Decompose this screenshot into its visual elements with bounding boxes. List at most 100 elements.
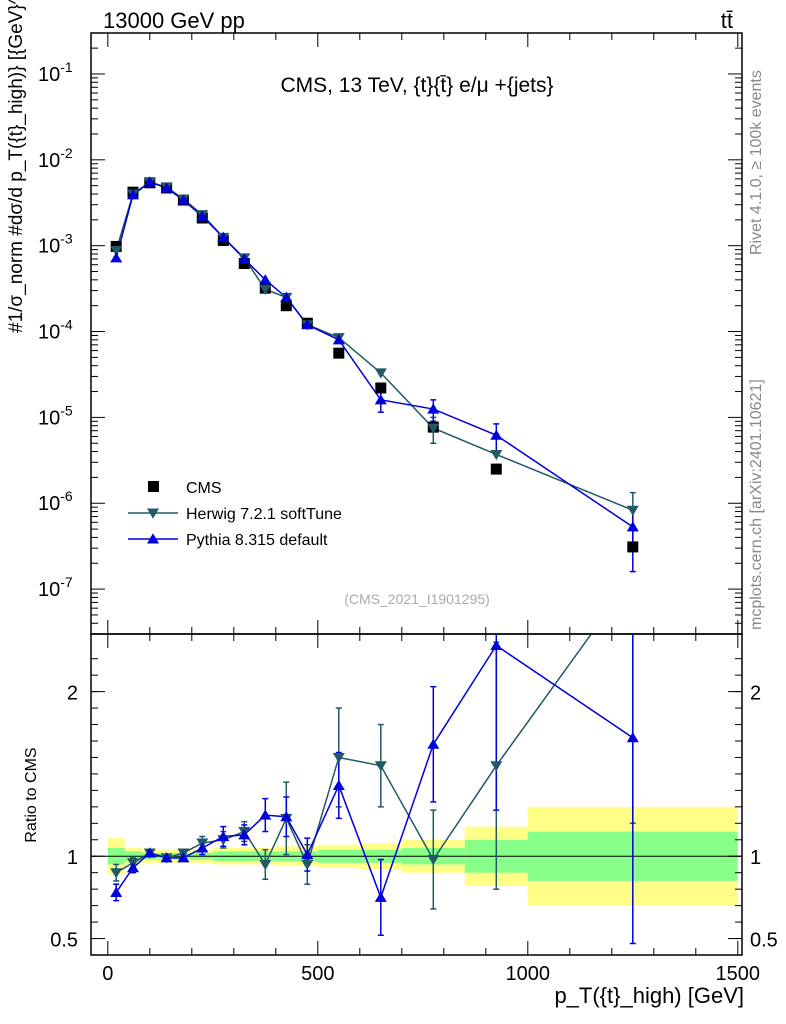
- herwig-point: [427, 423, 440, 434]
- legend-marker-herwig: [147, 508, 159, 519]
- main-ytick-label: 10-4: [38, 317, 73, 344]
- pythia-ratio-point: [177, 852, 190, 863]
- main-data: [110, 176, 639, 573]
- herwig-ratio-line: [380, 765, 434, 860]
- pythia-point: [217, 231, 230, 242]
- herwig-ratio-point: [490, 761, 503, 772]
- pythia-point: [427, 403, 440, 414]
- pythia-ratio-line: [380, 744, 435, 898]
- herwig-point: [490, 449, 503, 461]
- herwig-ratio-point: [332, 752, 345, 764]
- ratio-ytick-label-left: 1: [67, 847, 78, 869]
- legend-label-herwig: Herwig 7.2.1 softTune: [186, 506, 342, 523]
- herwig-point: [110, 245, 123, 257]
- main-title: CMS, 13 TeV, {t}{t̄} e/μ +{jets}: [280, 74, 553, 97]
- pythia-point: [280, 291, 293, 302]
- ratio-ytick-label-left: 0.5: [50, 930, 78, 952]
- analysis-tag: (CMS_2021_I1901295): [344, 591, 490, 607]
- ratio-frame: [90, 633, 743, 956]
- pythia-ratio-point: [196, 842, 209, 853]
- pythia-point: [626, 521, 639, 532]
- pythia-ratio-point: [160, 852, 173, 863]
- main-ytick-label: 10-6: [38, 488, 73, 515]
- main-ytick-label: 10-7: [38, 574, 73, 601]
- pythia-ratio-line: [285, 816, 308, 855]
- mcplots-label: mcplots.cern.ch [arXiv:2401.10621]: [748, 379, 765, 630]
- pythia-ratio-point: [332, 779, 345, 790]
- herwig-ratio-point: [301, 859, 314, 871]
- pythia-point: [238, 253, 251, 264]
- pythia-ratio-point: [427, 738, 440, 749]
- herwig-ratio-point: [259, 859, 272, 871]
- main-axis-ticks: 10-7 10-6 10-5 10-4 10-3 10-2 10-1: [38, 33, 742, 635]
- ratio-bands: [91, 806, 742, 906]
- pythia-ratio-line: [306, 785, 340, 855]
- pythia-point: [127, 189, 139, 200]
- herwig-ratio-line: [338, 756, 381, 767]
- legend-marker-cms: [148, 481, 159, 492]
- pythia-ratio-point: [490, 639, 503, 651]
- pythia-point: [196, 210, 209, 221]
- cms-point: [333, 347, 345, 359]
- legend-label-pythia: Pythia 8.315 default: [186, 532, 328, 549]
- herwig-ratio-point: [110, 868, 123, 879]
- rivet-label: Rivet 4.1.0, ≥ 100k events: [748, 70, 765, 255]
- legend-marker-pythia: [147, 533, 159, 544]
- pythia-ratio-line: [495, 644, 634, 739]
- ratio-xtick-label: 1500: [716, 963, 761, 985]
- main-ytick-label: 10-2: [38, 145, 73, 172]
- ratio-xtick-label: 500: [301, 963, 334, 985]
- pythia-point: [177, 194, 190, 205]
- ratio-ytick-label-right: 2: [750, 683, 761, 705]
- pythia-point: [110, 252, 123, 263]
- pythia-ratio-point: [374, 891, 387, 902]
- cms-point: [375, 382, 387, 394]
- ratio-ytick-label-right: 0.5: [750, 930, 778, 952]
- pythia-ratio-point: [238, 829, 251, 840]
- ratio-ytick-label-right: 1: [750, 847, 761, 869]
- herwig-ratio-line: [306, 757, 340, 865]
- main-ytick-label: 10-3: [38, 231, 73, 258]
- main-ylabel: #1/σ_norm #dσ/d p_T({t}_high)} [{GeV}^-1…: [6, 0, 27, 333]
- main-ytick-label: 10-5: [38, 402, 73, 429]
- ratio-xlabel: p_T({t}_high) [GeV]: [554, 983, 744, 1008]
- ratio-data: [110, 633, 639, 945]
- cms-point: [490, 463, 502, 475]
- herwig-ratio-line: [264, 818, 287, 865]
- ratio-axis-ticks: 0.5 0.5 1 1 2 2 0 500 1000 1500: [50, 634, 778, 985]
- herwig-ratio-point: [427, 855, 440, 866]
- herwig-line: [115, 181, 634, 511]
- herwig-point: [374, 368, 387, 379]
- pythia-point: [374, 394, 387, 405]
- pythia-point: [143, 176, 156, 187]
- pythia-ratio-line: [432, 645, 497, 745]
- herwig-point: [259, 284, 272, 296]
- pythia-ratio-point: [143, 847, 156, 858]
- pythia-point: [160, 182, 173, 193]
- ratio-xtick-label: 0: [102, 963, 113, 985]
- pythia-ratio-line: [338, 785, 382, 898]
- header-right-label: tt̄: [721, 8, 733, 33]
- pythia-point: [332, 334, 345, 345]
- herwig-point: [626, 505, 639, 516]
- pythia-line: [115, 181, 634, 528]
- main-panel: CMS, 13 TeV, {t}{t̄} e/μ +{jets} (CMS_20…: [6, 0, 743, 635]
- pythia-point: [301, 319, 314, 330]
- pythia-point: [490, 429, 503, 440]
- header-left-label: 13000 GeV pp: [103, 8, 245, 33]
- pythia-point: [259, 274, 272, 285]
- ratio-xtick-label: 1000: [506, 963, 551, 985]
- main-ytick-label: 10-1: [38, 59, 73, 86]
- ratio-ytick-label-left: 2: [67, 683, 78, 705]
- herwig-ratio-line: [432, 765, 497, 860]
- pythia-ratio-point: [280, 811, 293, 822]
- pythia-ratio-point: [127, 862, 139, 873]
- cms-point: [627, 541, 639, 553]
- ratio-panel: 0.5 0.5 1 1 2 2 0 500 1000 1500 Ratio to CMS p_T(…: [23, 633, 778, 1008]
- pythia-ratio-point: [259, 809, 272, 820]
- pythia-ratio-point: [110, 886, 123, 897]
- legend-label-cms: CMS: [186, 480, 222, 497]
- pythia-ratio-point: [217, 830, 230, 841]
- pythia-ratio-point: [301, 848, 314, 860]
